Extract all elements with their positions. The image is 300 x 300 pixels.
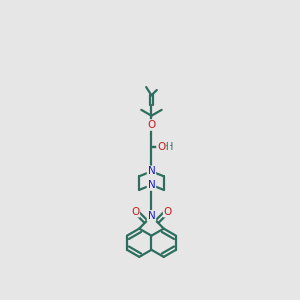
Text: N: N [148, 167, 155, 176]
Text: O: O [131, 207, 139, 217]
Text: H: H [161, 142, 169, 152]
Text: N: N [148, 180, 155, 190]
Text: O: O [161, 142, 170, 152]
Text: O: O [157, 142, 165, 152]
Text: O: O [147, 120, 156, 130]
Text: O: O [164, 207, 172, 217]
Text: H: H [166, 142, 173, 152]
Text: N: N [148, 211, 155, 221]
